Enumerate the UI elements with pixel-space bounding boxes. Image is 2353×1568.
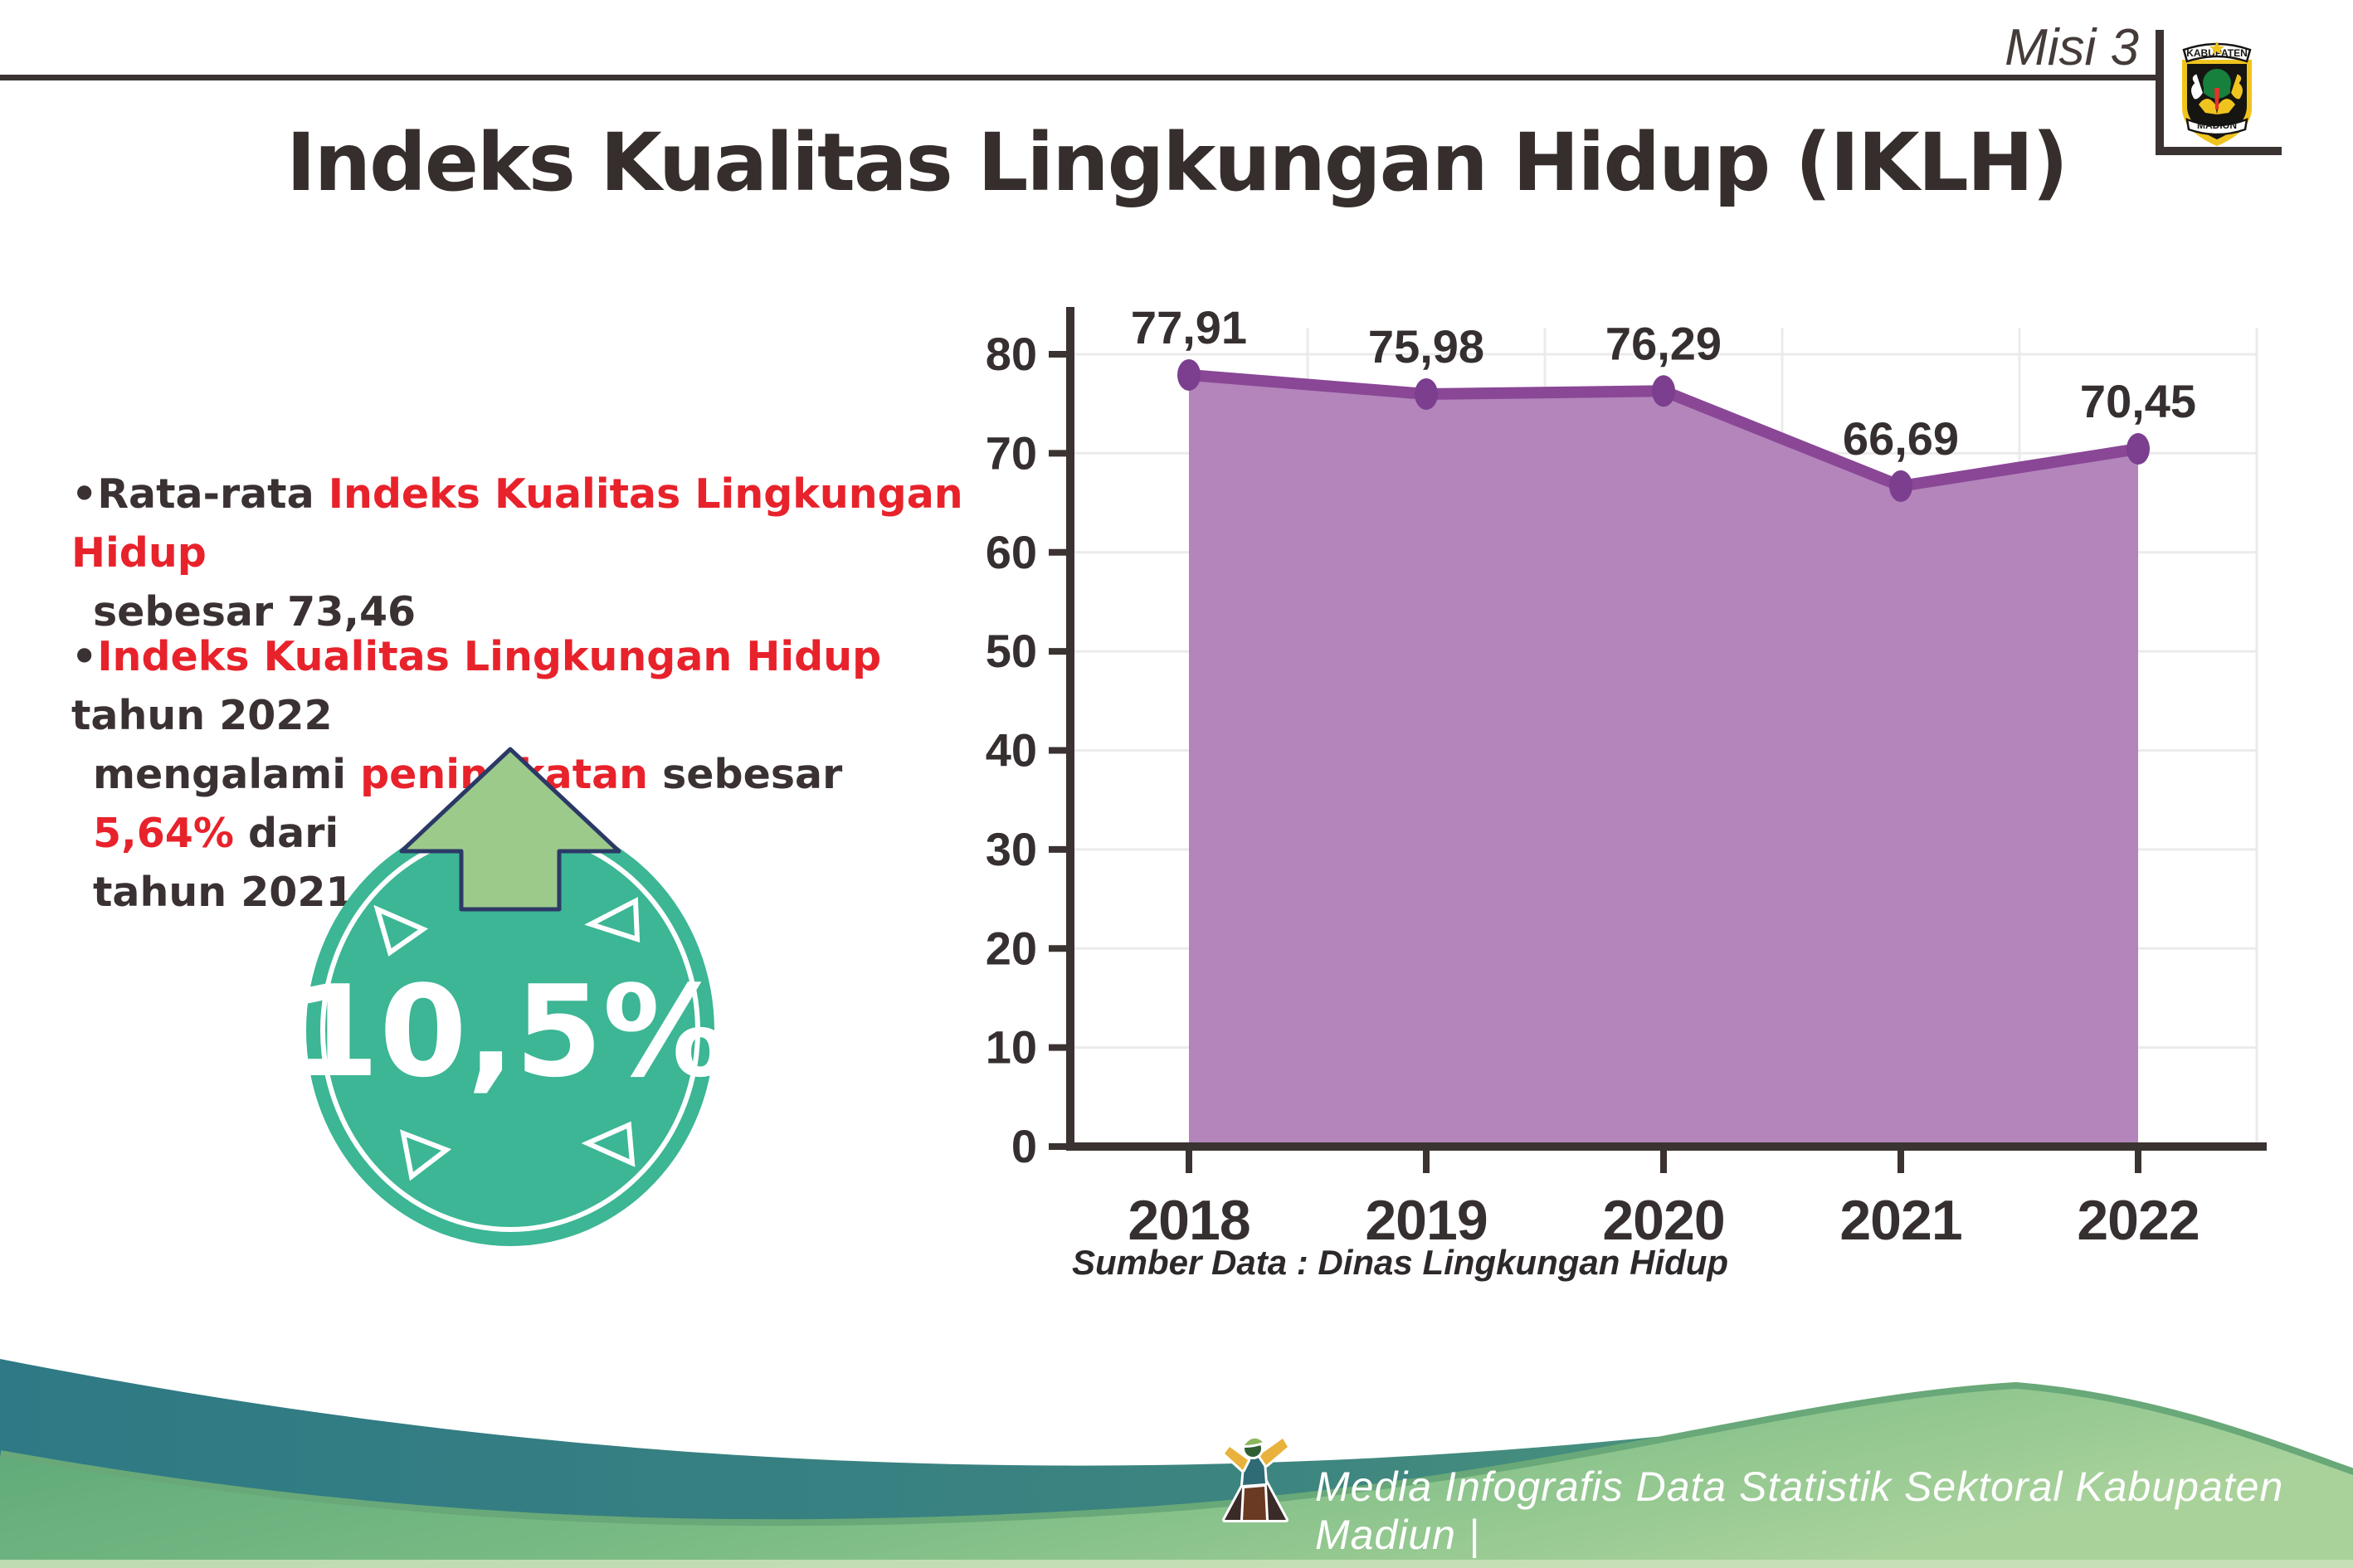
y-tick-label: 70 (986, 426, 1037, 479)
mascot-arm-right (1257, 1437, 1290, 1468)
mascot-arm-left (1222, 1444, 1250, 1473)
y-tick-label: 30 (986, 823, 1037, 875)
x-tick-label: 2022 (2077, 1189, 2199, 1252)
logo-banner-bottom (2185, 118, 2248, 136)
bullet2-line3: tahun 2021 (93, 869, 354, 916)
logo-cotton-icon (2190, 71, 2205, 101)
logo-wing-right (2217, 99, 2235, 114)
bullet2-line1: •Indeks Kualitas Lingkungan Hidup tahun … (71, 627, 967, 745)
bullet1-dot: • (71, 470, 98, 518)
logo-banner-top-text: KABUPATEN (2186, 47, 2248, 59)
y-tick-label: 0 (1011, 1120, 1037, 1172)
logo-keris-icon (2214, 88, 2219, 110)
x-tick-label: 2018 (1128, 1189, 1250, 1252)
y-tick-label: 10 (986, 1021, 1037, 1074)
data-point-marker (1177, 358, 1201, 391)
x-tick-label: 2021 (1839, 1189, 1961, 1252)
badge-triangle-top-left (373, 904, 429, 957)
mascot-icon (1222, 1437, 1290, 1522)
mascot-hat (1242, 1437, 1265, 1448)
y-tick-label: 80 (986, 328, 1037, 380)
footer-wave (0, 1359, 2353, 1568)
bullet1-line1: •Rata-rata Indeks Kualitas Lingkungan Hi… (71, 465, 967, 582)
y-tick-label: 60 (986, 526, 1037, 578)
x-tick-label: 2020 (1602, 1189, 1724, 1252)
bullet2-dot: • (71, 633, 98, 680)
bullet2-line2d-red: 5,64% (93, 810, 234, 857)
data-point-marker (1415, 377, 1438, 410)
footer-caption: Media Infografis Data Statistik Sektoral… (1315, 1463, 2284, 1558)
chart-source-note: Sumber Data : Dinas Lingkungan Hidup (1072, 1243, 1729, 1282)
badge-triangle-bottom-left (400, 1129, 452, 1181)
header-rule (0, 75, 2161, 80)
data-label: 66,69 (1843, 412, 1959, 465)
y-tick-label: 40 (986, 724, 1037, 777)
logo-frame-horizontal (2156, 147, 2282, 155)
bullet2-line2a: mengalami (93, 751, 361, 798)
badge-triangle-top-right (584, 897, 641, 943)
bullet1-seg2-red: Indeks Kualitas Lingkungan Hidup (71, 470, 963, 577)
logo-frame-vertical (2156, 30, 2164, 154)
misi-label: Misi 3 (2005, 19, 2139, 76)
badge-value: 10,5% (297, 958, 729, 1105)
logo-paddy-icon (2229, 71, 2244, 101)
data-point-marker (2126, 433, 2150, 465)
iklh-area-chart: 0 10 20 30 40 50 60 70 80 2018 2019 2020 2021 2022 77,… (986, 301, 2267, 1252)
bullet-item-1: •Rata-rata Indeks Kualitas Lingkungan Hi… (71, 465, 967, 641)
logo-tree-icon (2203, 69, 2231, 97)
footer-bottom-strip (0, 1560, 2353, 1568)
bullet1-line2: sebesar 73,46 (93, 588, 417, 635)
page-title: Indeks Kualitas Lingkungan Hidup (IKLH) (286, 116, 2068, 209)
bullet2-line2e: dari (234, 810, 339, 857)
x-tick-label: 2019 (1365, 1189, 1487, 1252)
y-tick-label: 50 (986, 625, 1037, 677)
area-fill (1189, 374, 2138, 1147)
badge-triangle-bottom-right (581, 1121, 636, 1167)
logo-banner-bottom-text: MADIUN (2197, 119, 2237, 131)
bullet2-line2c: sebesar (648, 751, 843, 798)
y-tick-label: 20 (986, 922, 1037, 974)
bullet2-seg1-red: Indeks Kualitas Lingkungan Hidup (97, 633, 882, 680)
logo-star-icon (2209, 41, 2224, 55)
kabupaten-madiun-logo-icon: KABUPATEN MADIUN (2182, 41, 2252, 146)
data-label: 70,45 (2080, 375, 2196, 427)
up-arrow-icon (399, 747, 621, 912)
data-label: 75,98 (1368, 320, 1484, 373)
bullet2-seg2: tahun 2022 (71, 692, 333, 739)
logo-tree-canopy (2204, 86, 2230, 99)
data-label: 77,91 (1131, 301, 1247, 353)
data-point-marker (1652, 375, 1675, 407)
data-point-marker (1889, 470, 1912, 502)
data-label: 76,29 (1605, 317, 1722, 369)
mascot-base (1240, 1484, 1269, 1522)
footer-wave-green (0, 1389, 2353, 1568)
logo-banner-top (2182, 42, 2252, 63)
logo-wing-left (2199, 99, 2217, 114)
bullet1-seg1: Rata-rata (97, 470, 329, 518)
increase-badge: 10,5% (297, 747, 729, 1246)
